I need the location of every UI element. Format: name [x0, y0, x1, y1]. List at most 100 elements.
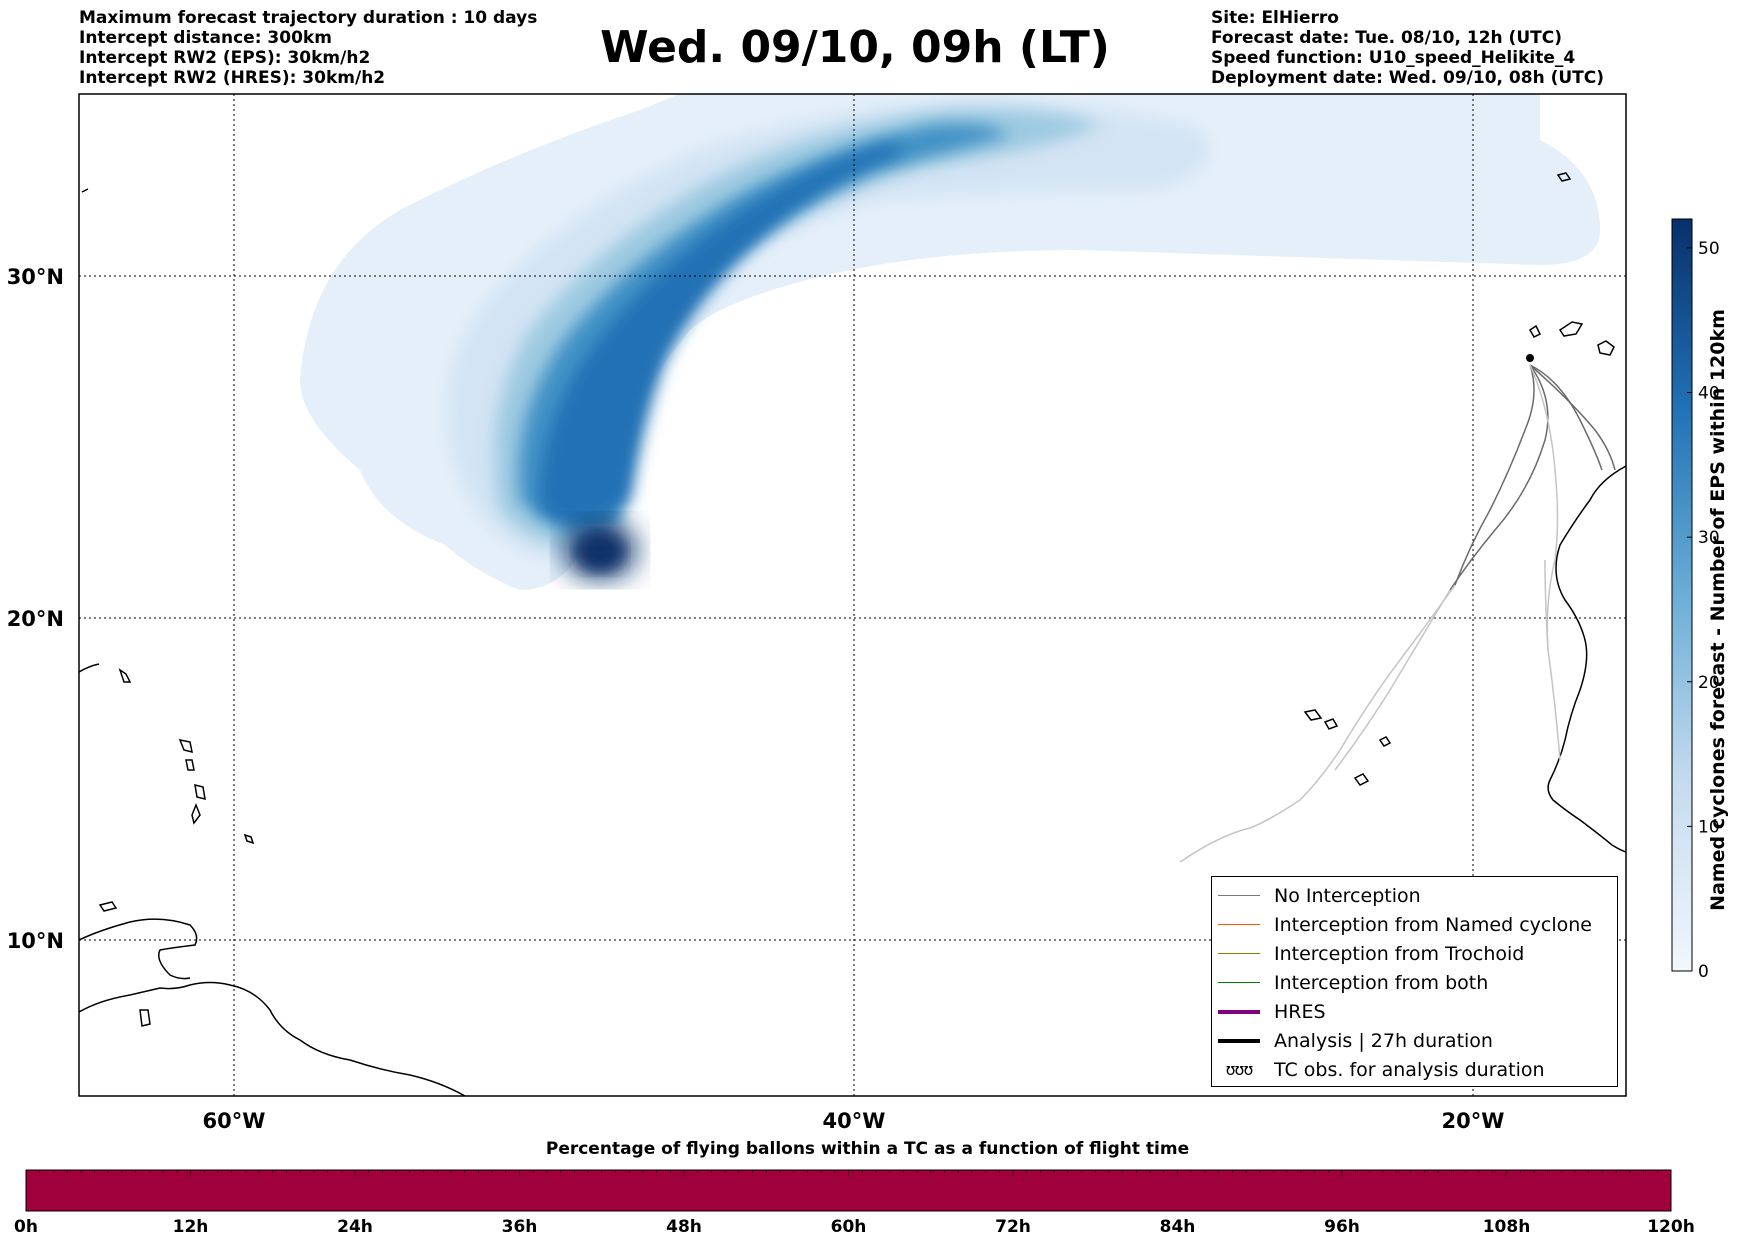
legend-swatch-analysis: [1218, 1038, 1260, 1043]
island-north-left: [81, 188, 89, 193]
trajectory-light-1: [1529, 364, 1561, 761]
legend-label-tc-obs: TC obs. for analysis duration: [1274, 1058, 1545, 1081]
flight-time-bar-fill: [25, 1169, 1672, 1212]
island-canaries-3: [1597, 340, 1615, 356]
lat-label-20n: 20°N: [7, 607, 64, 631]
colorbar-tick-label: 20: [1698, 673, 1720, 693]
tc-obs-symbol-icon: ʊʊʊ: [1225, 1060, 1254, 1079]
flight-time-hour-label: 120h: [1647, 1217, 1695, 1237]
page-title: Wed. 09/10, 09h (LT): [600, 22, 1110, 73]
coast-venezuela-north: [79, 918, 198, 980]
lat-label-30n: 30°N: [7, 265, 64, 289]
trajectory-light-4: [1544, 559, 1549, 651]
legend-swatch-hres: [1218, 1009, 1260, 1014]
flight-time-hour-label: 72h: [995, 1217, 1031, 1237]
legend-item-named-cyclone: Interception from Named cyclone: [1212, 910, 1617, 939]
header-right-line-2: Forecast date: Tue. 08/10, 12h (UTC): [1211, 28, 1562, 48]
legend-label-no-interception: No Interception: [1274, 884, 1421, 907]
coast-west-africa: [1547, 465, 1626, 853]
trajectories: [1179, 354, 1616, 863]
colorbar-tick-label: 0: [1698, 962, 1709, 982]
trajectory-dark-1: [1454, 364, 1535, 586]
colorbar-gradient: [1671, 218, 1693, 972]
legend-label-named-cyclone: Interception from Named cyclone: [1274, 913, 1592, 936]
flight-time-hour-label: 84h: [1160, 1217, 1196, 1237]
density-band-1: [447, 100, 1209, 560]
density-band-4: [539, 143, 903, 523]
trajectory-dark-3: [1529, 364, 1616, 471]
island-cape-verde-3: [1353, 773, 1370, 786]
map-area: [79, 94, 1626, 1096]
island-cape-verde-4: [1378, 736, 1392, 747]
colorbar-tick-label: 30: [1698, 528, 1720, 548]
legend-item-analysis: Analysis | 27h duration: [1212, 1026, 1617, 1055]
lon-label-20w: 20°W: [1442, 1109, 1505, 1133]
header-right: Site: ElHierro Forecast date: Tue. 08/10…: [1211, 8, 1604, 88]
colorbar-tick-label: 10: [1698, 817, 1720, 837]
legend-swatch-both: [1218, 982, 1260, 983]
flight-time-hour-label: 108h: [1483, 1217, 1531, 1237]
coastlines: [79, 172, 1626, 1096]
lon-label-60w: 60°W: [203, 1109, 266, 1133]
island-cape-verde-2: [1323, 718, 1339, 730]
island-canaries-1: [1529, 324, 1542, 338]
island-lesser-antilles-3: [185, 759, 195, 771]
flight-time-bar: 0h 12h 24h 36h 48h 60h 72h 84h 96h 108h 120h: [14, 1169, 1695, 1237]
lon-label-40w: 40°W: [823, 1109, 886, 1133]
island-caribbean-6: [79, 663, 100, 673]
legend-item-both: Interception from both: [1212, 968, 1617, 997]
legend-label-trochoid: Interception from Trochoid: [1274, 942, 1525, 965]
colorbar-tick-label: 40: [1698, 384, 1720, 404]
header-right-line-4: Deployment date: Wed. 09/10, 08h (UTC): [1211, 68, 1605, 88]
flight-time-hour-label: 36h: [502, 1217, 538, 1237]
colorbar: 0 10 20 30 40 50: [1671, 218, 1720, 982]
coast-south-america: [79, 981, 466, 1096]
flight-time-hour-label: 96h: [1324, 1217, 1360, 1237]
flight-time-hour-label: 0h: [14, 1217, 38, 1237]
colorbar-label: Named cyclones forecast - Number of EPS …: [1707, 309, 1729, 911]
header-left-line-3: Intercept RW2 (EPS): 30km/h2: [79, 48, 371, 68]
legend-swatch-trochoid: [1218, 953, 1260, 954]
flight-time-hour-label: 60h: [831, 1217, 867, 1237]
header-right-line-3: Speed function: U10_speed_Helikite_4: [1211, 48, 1576, 68]
flight-time-hour-label: 48h: [666, 1217, 702, 1237]
legend-item-tc-obs: ʊʊʊ TC obs. for analysis duration: [1212, 1055, 1617, 1084]
launch-site-marker: [1526, 354, 1534, 362]
colorbar-tick-label: 50: [1698, 239, 1720, 259]
legend: No Interception Interception from Named …: [1211, 876, 1618, 1087]
header-left-line-1: Maximum forecast trajectory duration : 1…: [79, 8, 538, 28]
island-trinidad: [139, 1009, 151, 1027]
lat-label-10n: 10°N: [7, 929, 64, 953]
legend-label-hres: HRES: [1274, 1000, 1326, 1023]
island-lesser-antilles-1: [178, 738, 193, 754]
header-left-line-2: Intercept distance: 300km: [79, 28, 332, 48]
header-right-line-1: Site: ElHierro: [1211, 8, 1339, 28]
axis-labels: 30°N 20°N 10°N 60°W 40°W 20°W: [7, 265, 1505, 1133]
flight-time-hour-label: 24h: [337, 1217, 373, 1237]
density-core-inner: [578, 534, 622, 570]
island-cape-verde-1: [1303, 709, 1323, 721]
header-left-line-4: Intercept RW2 (HRES): 30km/h2: [79, 68, 386, 88]
island-atlantic-north: [1556, 172, 1572, 182]
flight-time-ticks: 0h 12h 24h 36h 48h 60h 72h 84h 96h 108h 120h: [14, 1170, 1695, 1237]
legend-label-both: Interception from both: [1274, 971, 1489, 994]
legend-label-analysis: Analysis | 27h duration: [1274, 1029, 1493, 1052]
legend-swatch-named-cyclone: [1218, 924, 1260, 925]
trajectory-light-3: [1334, 589, 1451, 771]
trajectory-dark-2: [1449, 364, 1549, 591]
legend-item-no-interception: No Interception: [1212, 881, 1617, 910]
flight-time-hour-label: 12h: [173, 1217, 209, 1237]
colorbar-ticks: 0 10 20 30 40 50: [1687, 239, 1720, 982]
legend-swatch-no-interception: [1218, 895, 1260, 896]
flight-time-title: Percentage of flying ballons within a TC…: [545, 1139, 1190, 1159]
header-left: Maximum forecast trajectory duration : 1…: [79, 8, 537, 88]
map-frame: [78, 93, 1627, 1097]
trajectory-dark-4: [1529, 364, 1603, 471]
legend-item-hres: HRES: [1212, 997, 1617, 1026]
island-caribbean-7: [243, 833, 255, 845]
cyclone-density-field: [300, 94, 1600, 590]
legend-item-trochoid: Interception from Trochoid: [1212, 939, 1617, 968]
island-lesser-antilles-2: [194, 783, 206, 801]
island-canaries-2: [1558, 321, 1584, 337]
